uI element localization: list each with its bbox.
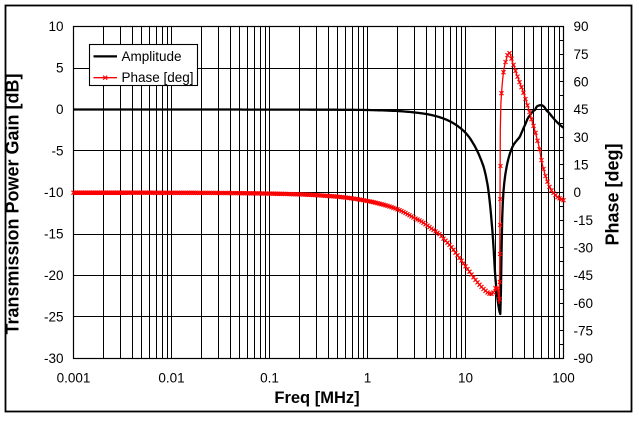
svg-text:10: 10 — [458, 371, 473, 386]
svg-text:60: 60 — [574, 74, 589, 89]
svg-text:Amplitude: Amplitude — [122, 49, 182, 64]
svg-text:-15: -15 — [574, 213, 594, 228]
svg-text:-20: -20 — [44, 268, 64, 283]
svg-text:100: 100 — [552, 371, 575, 386]
svg-text:45: 45 — [574, 102, 589, 117]
svg-text:90: 90 — [574, 19, 589, 34]
svg-text:-75: -75 — [574, 323, 594, 338]
svg-text:5: 5 — [56, 61, 64, 76]
svg-text:0.01: 0.01 — [158, 371, 184, 386]
svg-text:0.001: 0.001 — [57, 371, 91, 386]
svg-text:Phase [deg]: Phase [deg] — [122, 70, 194, 85]
svg-text:Phase [deg]: Phase [deg] — [602, 143, 622, 245]
svg-text:-90: -90 — [574, 351, 594, 366]
svg-text:75: 75 — [574, 47, 589, 62]
svg-text:Freq [MHz]: Freq [MHz] — [274, 389, 359, 407]
svg-text:0: 0 — [56, 102, 64, 117]
svg-text:-10: -10 — [44, 185, 64, 200]
svg-text:-15: -15 — [44, 227, 64, 242]
svg-text:1: 1 — [364, 371, 372, 386]
svg-text:Transmission Power Gain [dB]: Transmission Power Gain [dB] — [2, 73, 22, 334]
svg-text:-30: -30 — [574, 240, 594, 255]
svg-text:-5: -5 — [51, 144, 63, 159]
svg-text:0: 0 — [574, 185, 582, 200]
svg-text:0.1: 0.1 — [260, 371, 279, 386]
svg-text:-30: -30 — [44, 351, 64, 366]
svg-text:15: 15 — [574, 157, 589, 172]
svg-text:-60: -60 — [574, 296, 594, 311]
svg-text:10: 10 — [48, 19, 63, 34]
svg-text:-45: -45 — [574, 268, 594, 283]
svg-text:30: 30 — [574, 130, 589, 145]
svg-text:-25: -25 — [44, 310, 64, 325]
